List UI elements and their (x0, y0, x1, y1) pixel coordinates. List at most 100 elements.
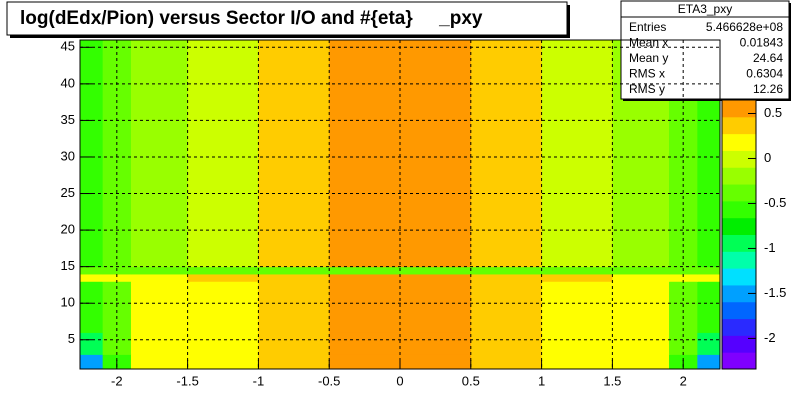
heat-cell (102, 281, 132, 333)
heat-cell (258, 281, 330, 333)
palette-box (722, 217, 756, 235)
x-tick-label: 1.5 (603, 373, 621, 388)
palette-frame (721, 99, 757, 370)
heat-cell (541, 40, 613, 268)
z-tick-label: -2 (764, 330, 776, 345)
heat-cell (258, 332, 330, 355)
heat-cell (470, 332, 543, 355)
heat-cell (187, 273, 259, 282)
stats-label: RMS x (629, 67, 665, 81)
heat-cell (612, 332, 670, 355)
stats-label: Mean y (629, 51, 668, 65)
x-tick-label: 0.5 (462, 373, 480, 388)
heat-cell (697, 266, 721, 275)
heat-cell (470, 40, 543, 268)
palette-box (722, 100, 756, 118)
heat-cell (187, 281, 259, 333)
y-tick-label: 25 (61, 185, 75, 200)
palette-box (722, 150, 756, 168)
heat-cell (187, 40, 259, 268)
palette-box (722, 301, 756, 320)
stats-value: 24.64 (753, 51, 783, 65)
stats-label: RMS y (629, 82, 665, 96)
heat-cell (130, 273, 189, 282)
palette-box (722, 234, 756, 252)
heat-cell (541, 273, 613, 282)
stats-title: ETA3_pxy (678, 2, 732, 16)
heat-cell (697, 273, 721, 282)
heat-cell (130, 266, 189, 275)
heat-cell (470, 354, 543, 370)
heat-cell (80, 332, 104, 355)
heat-cell (612, 354, 670, 370)
heat-cell (697, 332, 721, 355)
x-tick-label: -1 (253, 373, 265, 388)
x-tick-label: 2 (680, 373, 687, 388)
stats-value: 12.26 (753, 82, 783, 96)
heat-cell (187, 332, 259, 355)
palette-box (722, 133, 756, 151)
plot-frame (79, 39, 721, 370)
palette-box (722, 167, 756, 185)
heat-cell (541, 332, 613, 355)
heat-cell (470, 273, 543, 282)
palette-box (722, 200, 756, 219)
x-tick-label: -1.5 (176, 373, 198, 388)
heat-cell (697, 281, 721, 333)
palette-box (722, 268, 756, 286)
palette-box (722, 184, 756, 202)
heat-cell (612, 281, 670, 333)
palette-box (722, 284, 756, 303)
x-tick-label: -0.5 (318, 373, 340, 388)
heat-cell (612, 273, 670, 282)
stats-value: 5.466628e+08 (706, 20, 783, 34)
y-tick-label: 10 (61, 295, 75, 310)
heat-cell (130, 281, 189, 333)
heat-cell (697, 354, 721, 370)
y-tick-label: 45 (61, 39, 75, 54)
heat-cell (541, 281, 613, 333)
z-tick-label: 0 (764, 150, 771, 165)
heat-cell (80, 354, 104, 370)
heat-cell (329, 273, 472, 282)
heat-cell (669, 281, 698, 333)
heat-cell (470, 281, 543, 333)
heat-cell (80, 266, 104, 275)
stats-label: Mean x (629, 36, 668, 50)
y-tick-label: 15 (61, 258, 75, 273)
heat-cell (470, 266, 543, 275)
heat-cell (80, 281, 104, 333)
stats-value: 0.6304 (746, 67, 783, 81)
y-tick-label: 30 (61, 148, 75, 163)
heat-cell (669, 332, 698, 355)
heat-cell (102, 273, 132, 282)
heat-cell (612, 266, 670, 275)
heat-cell (258, 40, 330, 268)
stats-label: Entries (629, 20, 666, 34)
heat-cell (130, 40, 189, 268)
heat-cell (187, 266, 259, 275)
x-tick-label: 0 (396, 373, 403, 388)
heat-cell (130, 332, 189, 355)
z-tick-label: -0.5 (764, 195, 786, 210)
x-tick-label: -2 (111, 373, 123, 388)
heat-cell (102, 332, 132, 355)
heat-cell (669, 273, 698, 282)
heat-cell (258, 354, 330, 370)
palette-box (722, 335, 756, 353)
palette-box (722, 352, 756, 370)
z-tick-label: -1 (764, 240, 776, 255)
x-tick-label: 1 (538, 373, 545, 388)
heat-cell (258, 273, 330, 282)
palette-box (722, 251, 756, 269)
heat-cell (187, 354, 259, 370)
y-tick-label: 5 (68, 331, 75, 346)
heat-cell (329, 332, 472, 355)
stats-value: 0.01843 (740, 36, 784, 50)
palette-box (722, 318, 756, 336)
z-tick-label: -1.5 (764, 285, 786, 300)
y-tick-label: 20 (61, 222, 75, 237)
title-box (6, 1, 568, 36)
y-tick-label: 40 (61, 75, 75, 90)
